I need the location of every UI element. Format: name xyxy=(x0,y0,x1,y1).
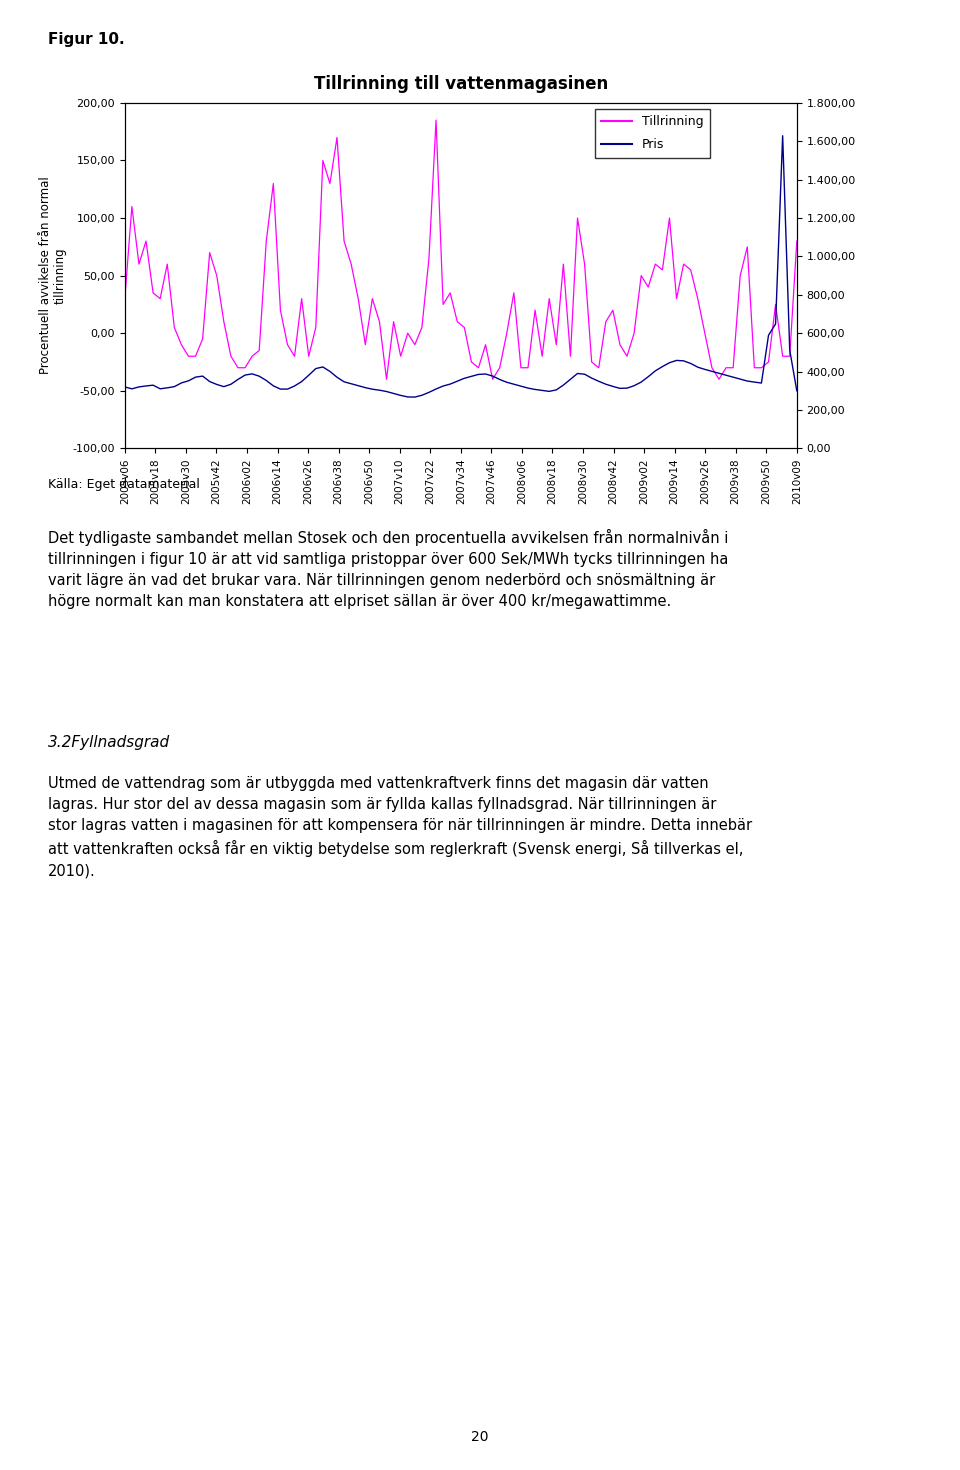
Text: Källa: Eget datamaterial: Källa: Eget datamaterial xyxy=(48,478,200,491)
Y-axis label: Procentuell avvikelse från normal
tillrinning: Procentuell avvikelse från normal tillri… xyxy=(39,176,67,375)
Text: Det tydligaste sambandet mellan Stosek och den procentuella avvikelsen från norm: Det tydligaste sambandet mellan Stosek o… xyxy=(48,529,729,609)
Text: Utmed de vattendrag som är utbyggda med vattenkraftverk finns det magasin där va: Utmed de vattendrag som är utbyggda med … xyxy=(48,776,752,878)
Legend: Tillrinning, Pris: Tillrinning, Pris xyxy=(594,109,709,157)
Text: Figur 10.: Figur 10. xyxy=(48,32,125,47)
Text: 3.2Fyllnadsgrad: 3.2Fyllnadsgrad xyxy=(48,735,170,750)
Text: 20: 20 xyxy=(471,1429,489,1444)
Title: Tillrinning till vattenmagasinen: Tillrinning till vattenmagasinen xyxy=(314,75,608,93)
